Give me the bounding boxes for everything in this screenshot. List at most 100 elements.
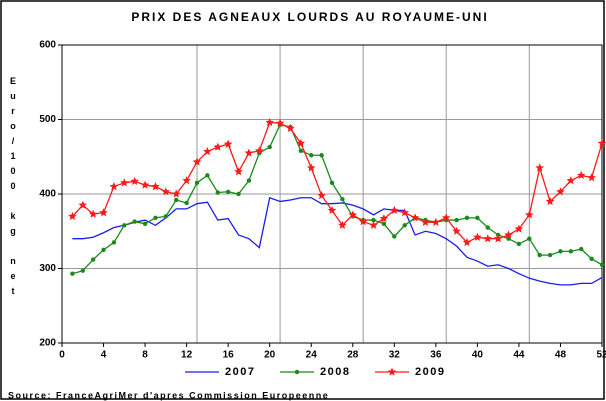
marker (88, 209, 98, 218)
marker (358, 217, 368, 226)
x-tick-label: 4 (101, 350, 107, 361)
marker (493, 234, 503, 243)
marker (485, 225, 490, 230)
marker (400, 208, 409, 217)
marker (309, 153, 314, 158)
marker (545, 197, 555, 206)
marker (319, 153, 324, 158)
marker (307, 163, 316, 172)
x-tick-label: 12 (181, 350, 193, 361)
marker (286, 123, 295, 133)
marker (246, 178, 252, 183)
legend-label: 2007 (225, 366, 255, 378)
marker (390, 205, 399, 214)
y-tick-label: 600 (39, 40, 56, 51)
marker (213, 142, 222, 151)
legend-label: 2008 (320, 366, 350, 378)
marker (475, 215, 480, 221)
marker (90, 257, 96, 262)
marker (327, 205, 337, 214)
legend-marker (387, 367, 397, 376)
marker (514, 224, 524, 233)
marker (537, 252, 542, 258)
x-tick-label: 48 (555, 350, 567, 361)
x-tick-label: 16 (223, 350, 235, 361)
marker (225, 189, 231, 194)
marker (111, 240, 117, 245)
marker (338, 220, 347, 229)
marker (161, 187, 171, 196)
x-tick-label: 0 (59, 350, 65, 361)
marker (587, 173, 596, 182)
marker (348, 210, 357, 219)
y-tick-label: 400 (39, 189, 56, 200)
marker (402, 223, 407, 228)
marker (255, 146, 264, 155)
marker (527, 236, 532, 241)
marker (473, 232, 482, 241)
marker (244, 148, 254, 157)
y-tick-label: 300 (39, 263, 56, 274)
marker (454, 217, 459, 223)
marker (153, 215, 158, 221)
x-tick-label: 20 (264, 350, 276, 361)
series-line (72, 123, 603, 275)
marker (296, 138, 306, 147)
marker (205, 173, 210, 178)
marker (483, 234, 492, 243)
marker (597, 138, 606, 147)
y-tick-label: 500 (39, 114, 56, 125)
marker (132, 219, 137, 224)
marker (109, 182, 119, 191)
marker (130, 176, 139, 185)
series-line (72, 196, 603, 286)
marker (275, 118, 285, 127)
marker (236, 191, 241, 197)
marker (142, 221, 148, 226)
marker (568, 249, 574, 254)
marker (298, 148, 304, 153)
marker (140, 180, 150, 189)
marker (172, 189, 181, 198)
marker (99, 208, 108, 217)
marker (174, 197, 179, 203)
marker (421, 217, 430, 226)
marker (577, 170, 586, 179)
marker (599, 262, 605, 267)
marker (579, 246, 584, 252)
x-tick-label: 36 (430, 350, 442, 361)
marker (547, 252, 553, 258)
marker (68, 211, 77, 220)
marker (215, 190, 220, 195)
x-tick-label: 52 (596, 350, 606, 361)
marker (369, 220, 378, 229)
marker (182, 176, 191, 185)
marker (371, 217, 376, 223)
marker (381, 221, 387, 226)
marker (340, 197, 345, 202)
marker (120, 178, 129, 187)
marker (267, 144, 272, 150)
x-tick-label: 32 (389, 350, 401, 361)
marker (194, 180, 200, 186)
marker (223, 139, 233, 148)
marker (516, 241, 522, 247)
x-tick-label: 28 (347, 350, 359, 361)
marker (151, 182, 160, 191)
marker (234, 167, 243, 176)
marker (192, 157, 202, 166)
x-tick-label: 40 (472, 350, 484, 361)
marker (184, 200, 189, 206)
y-tick-label: 200 (39, 338, 56, 349)
marker (558, 249, 563, 254)
marker (101, 247, 106, 253)
marker (163, 214, 169, 219)
marker (410, 213, 420, 222)
x-tick-label: 24 (306, 350, 318, 361)
marker (442, 213, 451, 222)
marker (556, 187, 565, 196)
marker (80, 268, 85, 273)
